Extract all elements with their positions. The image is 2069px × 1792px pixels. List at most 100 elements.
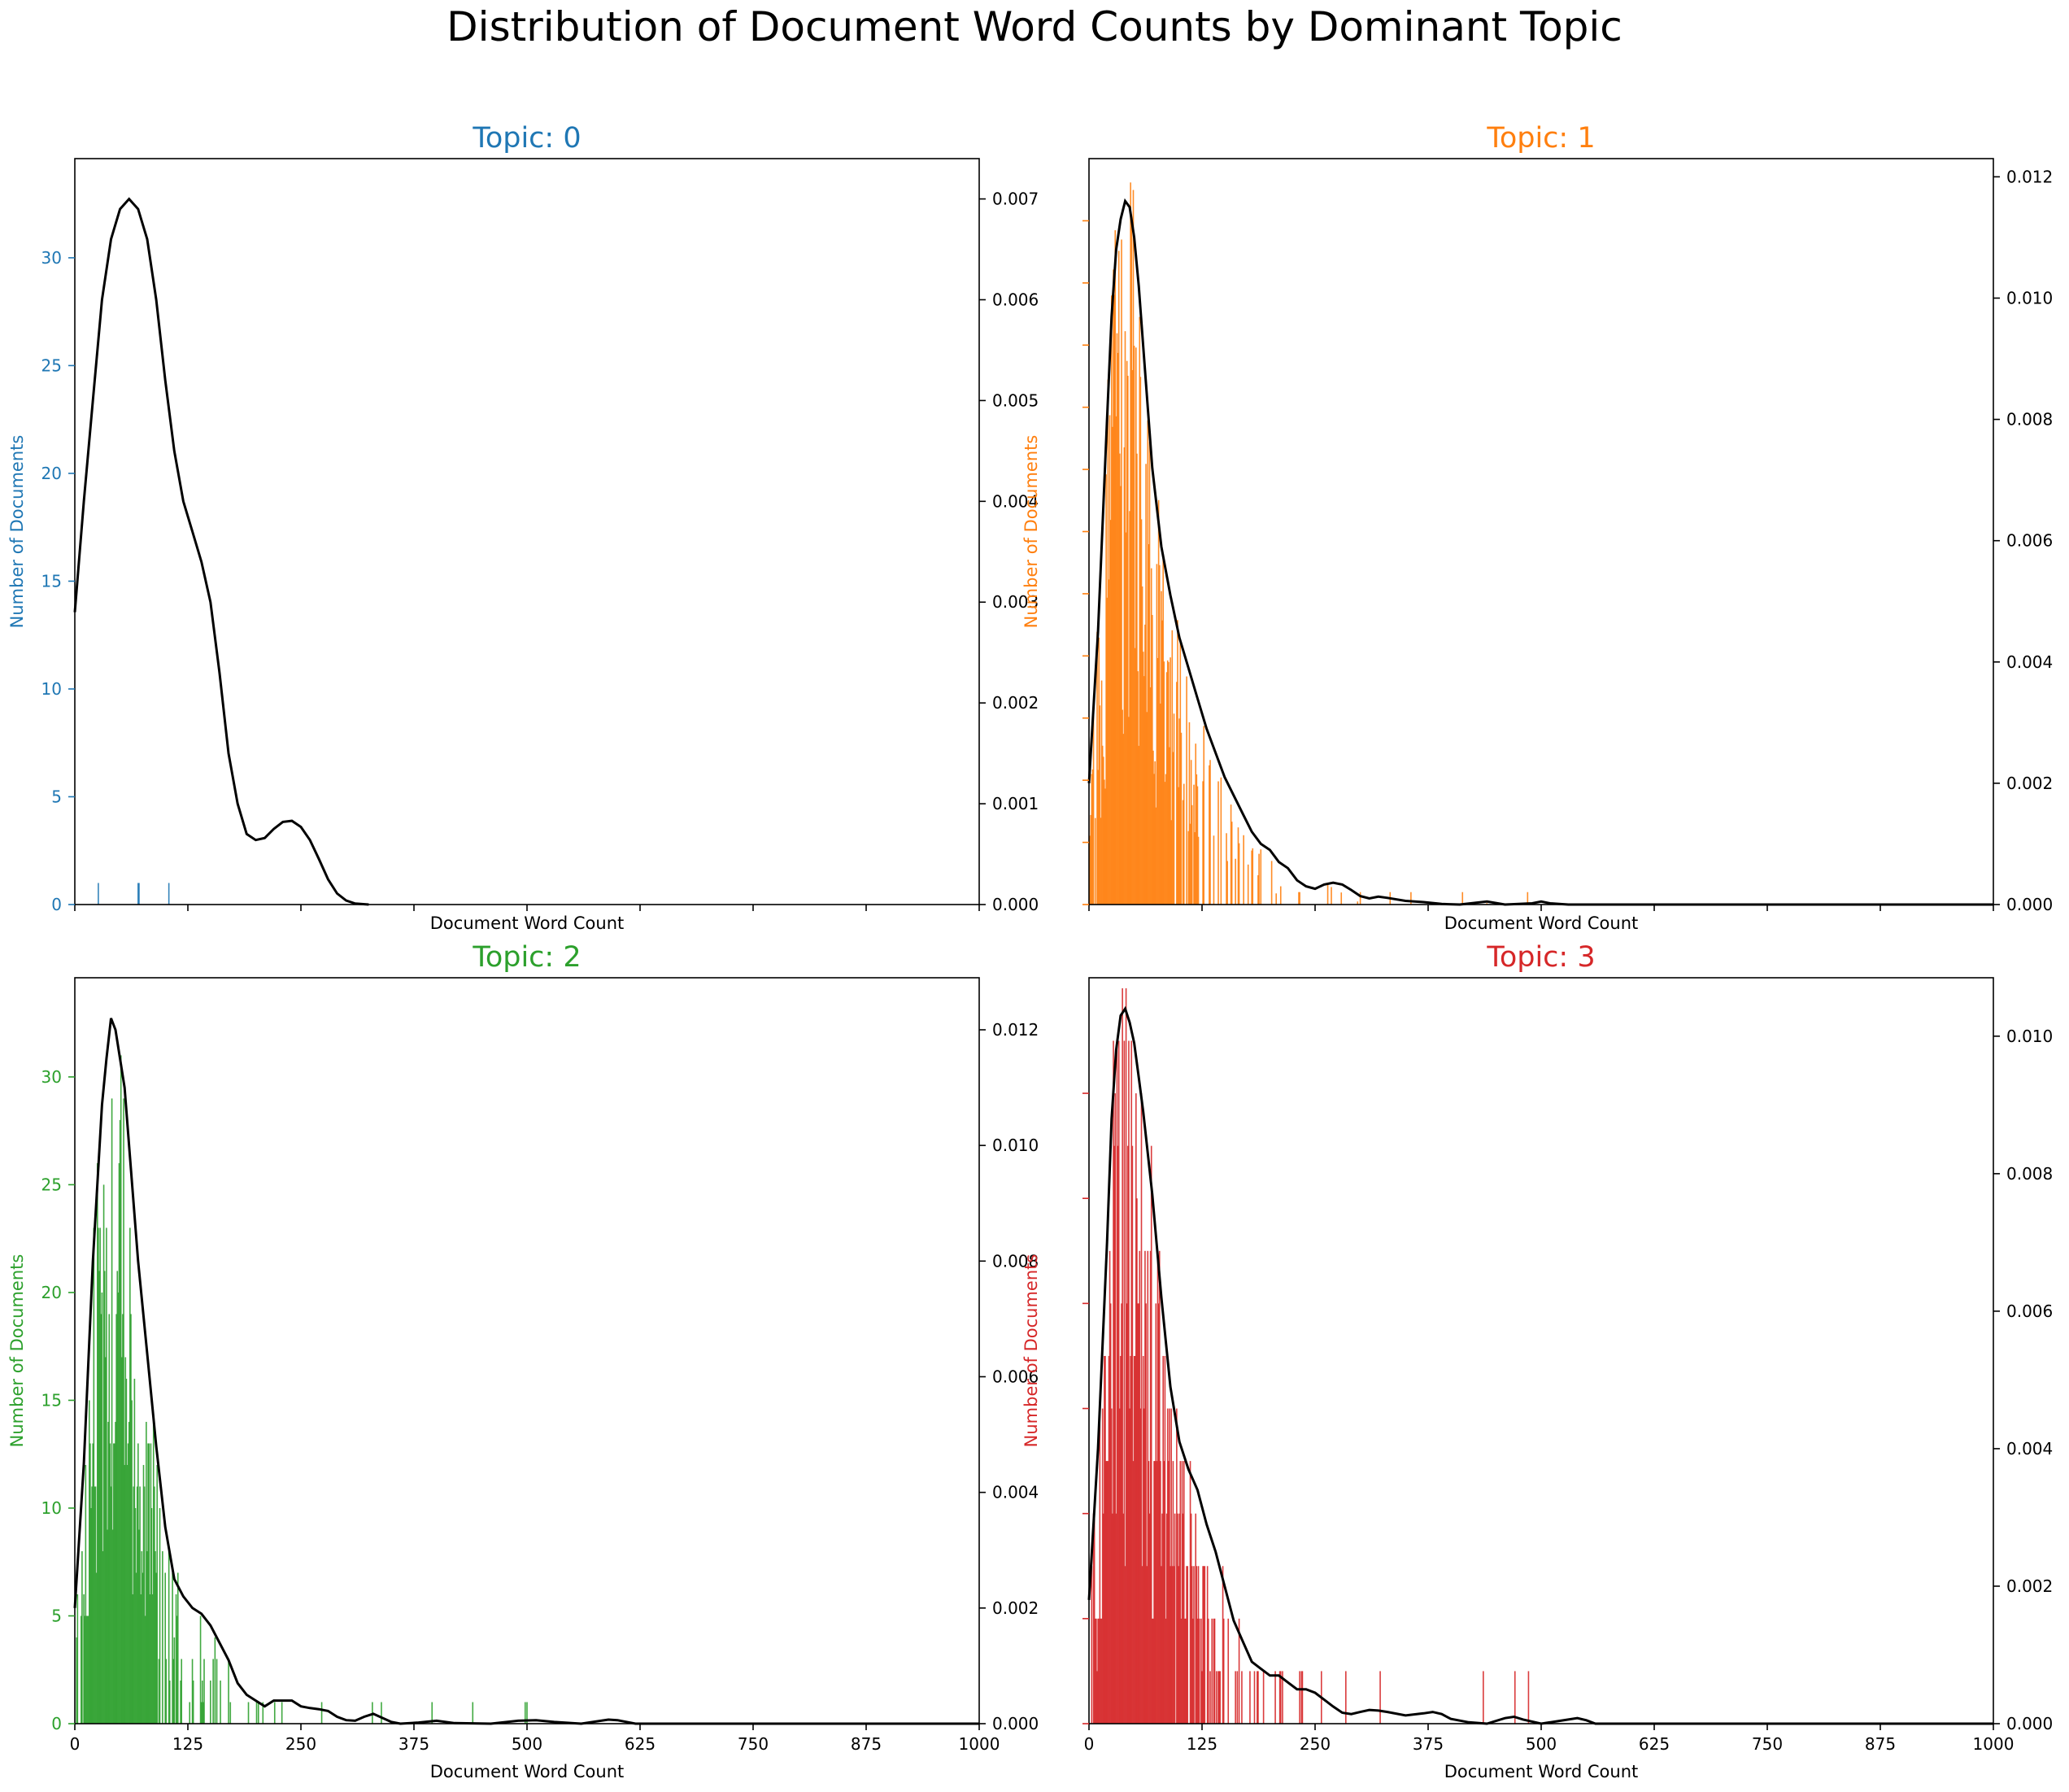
histogram-bar bbox=[176, 1615, 178, 1724]
histogram-bar bbox=[1148, 1461, 1150, 1724]
histogram-bar bbox=[1117, 352, 1119, 905]
histogram-bar bbox=[87, 1615, 89, 1724]
histogram-bar bbox=[1126, 1303, 1128, 1724]
y-right-tick-label: 0.004 bbox=[992, 491, 1039, 511]
histogram-bar bbox=[154, 1486, 155, 1724]
histogram-bar bbox=[1197, 836, 1200, 905]
histogram-bar bbox=[1279, 1671, 1282, 1724]
histogram-bar bbox=[210, 1680, 211, 1724]
histogram-bar bbox=[526, 1702, 528, 1724]
histogram-bar bbox=[1101, 745, 1104, 905]
histogram-bar bbox=[1115, 416, 1117, 905]
histogram-bar bbox=[1190, 760, 1192, 905]
histogram-bar bbox=[1154, 761, 1156, 905]
histogram-bar bbox=[1130, 182, 1131, 905]
histogram-bar bbox=[1186, 1566, 1187, 1724]
histogram-bar bbox=[1486, 903, 1488, 905]
histogram-bar bbox=[1131, 1145, 1134, 1724]
histogram-bar bbox=[1345, 1671, 1347, 1724]
histogram-bar bbox=[83, 1594, 85, 1724]
histogram-bar bbox=[1113, 269, 1114, 905]
histogram-bar bbox=[1131, 369, 1134, 905]
histogram-bar bbox=[141, 1550, 143, 1724]
histogram-bar bbox=[101, 1292, 103, 1724]
histogram-bar bbox=[127, 1443, 129, 1724]
histogram-bar bbox=[1113, 1145, 1115, 1724]
histogram-bar bbox=[1104, 788, 1106, 905]
histogram-bar bbox=[1104, 779, 1105, 905]
histogram-bar bbox=[1326, 883, 1329, 905]
x-axis-label: Document Word Count bbox=[1444, 1762, 1639, 1781]
y-right-tick-label: 0.012 bbox=[992, 1020, 1039, 1040]
histogram-bar bbox=[1251, 850, 1252, 905]
histogram-bar bbox=[1173, 1566, 1175, 1724]
histogram-bar bbox=[1153, 774, 1155, 905]
histogram-bar bbox=[1188, 722, 1191, 905]
histogram-bar bbox=[92, 1443, 94, 1724]
histogram-bar bbox=[1143, 676, 1145, 905]
y-left-tick-label: 25 bbox=[41, 355, 62, 375]
histogram-bar bbox=[142, 1572, 144, 1724]
histogram-bar bbox=[431, 1702, 433, 1724]
histogram-bar bbox=[192, 1680, 194, 1724]
histogram-bar bbox=[86, 1615, 89, 1724]
histogram-bar bbox=[1093, 1513, 1095, 1724]
histogram-bar bbox=[1113, 1040, 1114, 1724]
histogram-bar bbox=[228, 1659, 229, 1724]
histogram-bar bbox=[98, 1227, 99, 1724]
histogram-bar bbox=[1200, 1618, 1202, 1724]
histogram-bar bbox=[1184, 1618, 1186, 1724]
histogram-bar bbox=[229, 1702, 232, 1724]
y-left-axis-label: Number of Documents bbox=[1021, 1254, 1041, 1448]
histogram-bar bbox=[1154, 1461, 1156, 1724]
histogram-bar bbox=[1132, 190, 1135, 905]
histogram-bar bbox=[126, 1464, 128, 1724]
histogram-bar bbox=[94, 1486, 97, 1724]
histogram-bar bbox=[1182, 800, 1184, 905]
histogram-bar bbox=[1147, 1250, 1149, 1724]
histogram-bar bbox=[1165, 774, 1167, 905]
y-right-tick-label: 0.002 bbox=[2006, 774, 2053, 793]
x-tick-label: 250 bbox=[285, 1734, 316, 1754]
histogram-bar bbox=[1135, 347, 1137, 905]
histogram-bar bbox=[1236, 1671, 1239, 1724]
histogram-bar bbox=[1527, 1671, 1530, 1724]
y-left-tick-label: 25 bbox=[41, 1175, 62, 1194]
y-left-tick-label: 30 bbox=[41, 1067, 62, 1087]
histogram-bar bbox=[76, 1594, 79, 1724]
histogram-bar bbox=[1152, 1618, 1154, 1724]
histogram-bar bbox=[1122, 988, 1123, 1724]
histogram-bar bbox=[1181, 1461, 1183, 1724]
histogram-bar bbox=[103, 1271, 106, 1724]
histogram-bar bbox=[1180, 732, 1183, 905]
y-right-tick-label: 0.006 bbox=[992, 290, 1039, 309]
histogram-bar bbox=[1207, 1618, 1209, 1724]
histogram-bar bbox=[1135, 1093, 1137, 1724]
x-tick-label: 625 bbox=[625, 1734, 656, 1754]
histogram-bar bbox=[99, 1227, 101, 1724]
histogram-bar bbox=[273, 1702, 276, 1724]
histogram-bar bbox=[1166, 660, 1169, 905]
histogram-bar bbox=[116, 1271, 119, 1724]
histogram-bar bbox=[91, 1486, 93, 1724]
histogram-bar bbox=[162, 1550, 163, 1724]
histogram-bar bbox=[1152, 1618, 1153, 1724]
x-tick-label: 500 bbox=[512, 1734, 542, 1754]
histogram-bar bbox=[1161, 1513, 1163, 1724]
histogram-bar bbox=[1096, 1671, 1098, 1724]
histogram-bar bbox=[1146, 712, 1148, 905]
histogram-bar bbox=[1238, 843, 1240, 905]
histogram-bar bbox=[1158, 565, 1161, 905]
histogram-bar bbox=[1174, 1513, 1176, 1724]
chart-panel-2: Topic: 20 125 250 375 500 625 750 875 1000Docume… bbox=[7, 941, 1039, 1781]
plot-frame bbox=[74, 977, 980, 1724]
x-tick-label: 875 bbox=[851, 1734, 882, 1754]
histogram-bar bbox=[115, 1421, 116, 1724]
x-tick-label: 750 bbox=[1752, 1734, 1783, 1754]
histogram-bar bbox=[106, 1227, 107, 1724]
y-right-tick-label: 0.001 bbox=[992, 794, 1039, 813]
histogram-bar bbox=[191, 1659, 194, 1724]
y-left-tick-label: 5 bbox=[51, 787, 62, 806]
histogram-bar bbox=[88, 1400, 90, 1724]
histogram-bar bbox=[93, 1227, 95, 1724]
